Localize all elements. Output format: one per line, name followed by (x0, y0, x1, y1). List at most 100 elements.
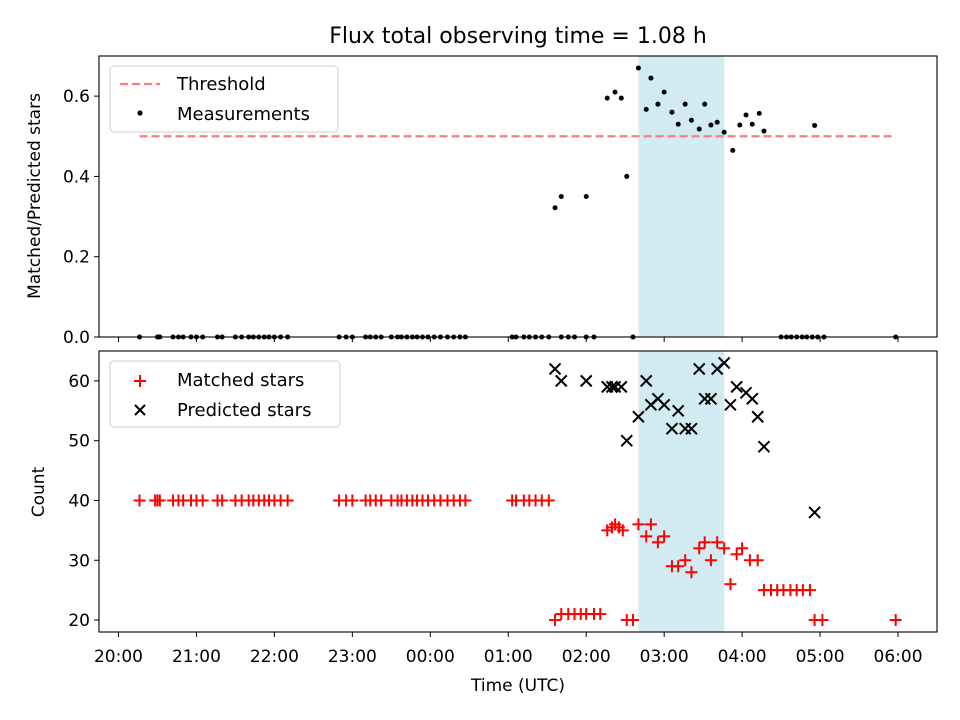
matched-star-point (736, 542, 749, 555)
predicted-star-stroke (757, 440, 771, 453)
matched-star-point (704, 554, 717, 567)
matched-star-point (816, 614, 829, 627)
measurement-point (643, 106, 649, 112)
predicted-star-point (724, 398, 737, 412)
matched-star-point (133, 494, 146, 507)
matched-star-point (724, 578, 737, 591)
matched-star-point (672, 560, 685, 573)
predicted-legend-label: Predicted stars (177, 400, 311, 421)
measurement-point (624, 173, 630, 179)
matched-star-point (644, 518, 657, 531)
matched-star-point (459, 494, 472, 507)
predicted-star-stroke (665, 422, 679, 435)
predicted-star-stroke (651, 392, 665, 406)
matched-star-point (685, 566, 698, 579)
predicted-star-stroke (685, 422, 698, 435)
matched-star-point (651, 536, 664, 549)
x-tick-label: 03:00 (640, 647, 689, 667)
predicted-star-stroke (605, 380, 619, 394)
x-tick-label: 01:00 (484, 647, 533, 667)
xlabel: Time (UTC) (470, 676, 565, 696)
y-tick-label: 0.0 (63, 328, 90, 348)
predicted-star-stroke (746, 392, 759, 406)
matched-star-point (375, 494, 388, 507)
predicted-star-point (548, 362, 562, 376)
top-panel: 0.0 0.2 0.4 0.6 (63, 55, 938, 348)
measurement-point (655, 101, 661, 107)
axes-frame (98, 55, 938, 338)
bottom-panel: 20 30 40 50 60 20:00 21:00 22:00 23:00 00:00 01:00… (68, 350, 938, 667)
predicted-star-point (704, 392, 718, 406)
predicted-star-point (555, 374, 568, 388)
matched-star-point (281, 494, 294, 507)
matched-star-point (153, 494, 166, 507)
measurement-point (737, 122, 743, 128)
threshold-legend-label: Threshold (176, 74, 266, 95)
matched-star-point (594, 608, 607, 621)
matched-star-point (730, 548, 743, 561)
matched-star-point (711, 536, 724, 549)
x-tick-label: 20:00 (94, 647, 143, 667)
measurement-point (696, 126, 702, 132)
predicted-star-stroke (730, 380, 743, 394)
matched-star-point (889, 614, 902, 627)
matched-star-point (549, 614, 562, 627)
matched-star-point (196, 494, 209, 507)
predicted-star-stroke (671, 404, 685, 417)
x-tick-label: 04:00 (718, 647, 767, 667)
predicted-star-stroke (751, 410, 764, 423)
y-tick-label: 50 (68, 432, 90, 452)
predicted-star-stroke (724, 398, 737, 412)
measurement-point (702, 101, 708, 107)
bottom-legend: Matched stars Predicted stars (109, 360, 341, 428)
predicted-star-point (615, 380, 628, 394)
y-tick-label: 0.2 (63, 248, 90, 268)
matched-legend-label: Matched stars (177, 370, 304, 391)
matched-star-point (679, 554, 692, 567)
measurement-point (604, 95, 610, 101)
matched-star-point (803, 584, 816, 597)
x-tick-label: 02:00 (562, 647, 611, 667)
matched-star-point (693, 542, 706, 555)
y-tick-label: 30 (68, 551, 90, 571)
measurement-point (756, 110, 762, 116)
measurement-point (682, 101, 688, 107)
chart-title: Flux total observing time = 1.08 h (329, 24, 707, 49)
top-legend-box (109, 65, 339, 133)
measurement-point (618, 95, 624, 101)
x-tick-label: 06:00 (874, 647, 923, 667)
measurement-point (743, 112, 749, 118)
measurement-point (661, 89, 667, 95)
predicted-star-stroke (717, 356, 731, 370)
predicted-star-point (693, 362, 706, 376)
predicted-star-stroke (704, 392, 718, 406)
predicted-star-point (671, 404, 685, 417)
x-tick-label: 21:00 (172, 647, 221, 667)
matched-star-point (626, 614, 639, 627)
predicted-star-stroke (615, 380, 628, 394)
measurement-point (669, 109, 675, 115)
predicted-star-point (808, 506, 821, 519)
observing-window-span (638, 56, 725, 337)
predicted-star-point (632, 410, 645, 423)
measurement-point (730, 147, 736, 153)
matched-star-point (632, 518, 645, 531)
predicted-star-stroke (620, 434, 633, 447)
y-tick-label: 60 (68, 372, 90, 392)
measurement-point (714, 119, 720, 125)
predicted-star-stroke (640, 374, 653, 388)
predicted-star-stroke (739, 386, 753, 400)
matched-star-point (640, 530, 653, 543)
axes-frame (98, 350, 938, 633)
y-tick-label: 0.6 (63, 87, 90, 107)
x-tick-label: 05:00 (796, 647, 845, 667)
measurement-point (558, 194, 564, 199)
predicted-star-point (717, 356, 731, 370)
measurement-point (749, 121, 755, 127)
matched-star-point (658, 530, 671, 543)
predicted-star-point (665, 422, 679, 435)
y-tick-label: 0.4 (63, 167, 90, 187)
predicted-star-stroke (555, 374, 568, 388)
measurement-point (761, 128, 767, 134)
